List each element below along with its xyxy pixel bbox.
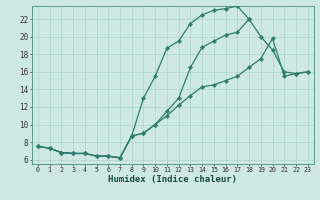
X-axis label: Humidex (Indice chaleur): Humidex (Indice chaleur) [108,175,237,184]
